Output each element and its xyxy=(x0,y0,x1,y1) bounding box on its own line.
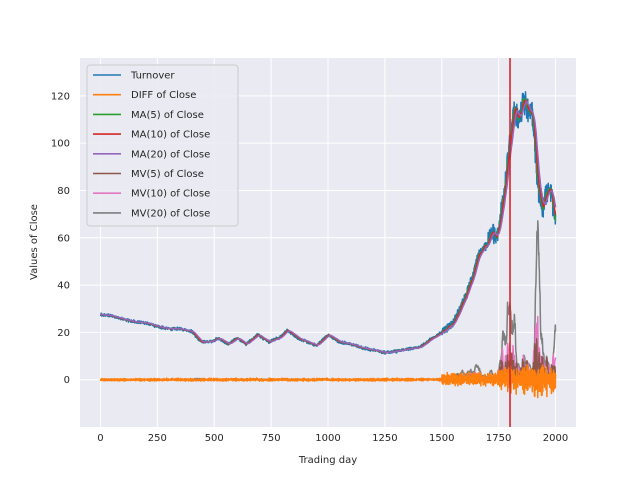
x-tick-label: 0 xyxy=(97,433,103,444)
x-tick-label: 250 xyxy=(148,433,167,444)
y-tick-label: 100 xyxy=(51,139,70,150)
series-line xyxy=(99,364,557,399)
legend-label: MV(5) of Close xyxy=(131,169,204,180)
legend-label: MV(20) of Close xyxy=(131,208,210,219)
legend-label: MA(20) of Close xyxy=(131,149,210,160)
x-tick-label: 1750 xyxy=(486,433,511,444)
x-tick-labels: 0 250 500 750 1000 1250 1500 1750 2000 xyxy=(97,433,568,444)
y-axis-label: Values of Close xyxy=(29,204,40,280)
legend-label: MA(5) of Close xyxy=(131,110,204,121)
x-tick-label: 2000 xyxy=(543,433,568,444)
legend-label: DIFF of Close xyxy=(131,90,196,101)
y-tick-label: 60 xyxy=(57,233,70,244)
y-tick-label: 0 xyxy=(64,375,70,386)
y-tick-label: 40 xyxy=(57,281,70,292)
legend-label: MA(10) of Close xyxy=(131,130,210,141)
x-tick-label: 500 xyxy=(205,433,224,444)
y-tick-label: 20 xyxy=(57,328,70,339)
legend-label: MV(10) of Close xyxy=(131,189,210,200)
x-tick-label: 750 xyxy=(262,433,281,444)
x-axis-label: Trading day xyxy=(298,455,357,466)
x-tick-label: 1250 xyxy=(372,433,397,444)
legend-label: Turnover xyxy=(130,71,175,82)
x-tick-label: 1000 xyxy=(315,433,340,444)
series-layer xyxy=(99,91,557,399)
legend-box xyxy=(86,64,239,227)
x-tick-label: 1500 xyxy=(429,433,454,444)
y-tick-label: 120 xyxy=(51,91,70,102)
series-line xyxy=(99,100,557,354)
legend: Turnover DIFF of Close MA(5) of Close MA(10… xyxy=(86,64,239,227)
y-tick-labels: 0 20 40 60 80 100 120 xyxy=(51,91,70,386)
y-tick-label: 80 xyxy=(57,186,70,197)
